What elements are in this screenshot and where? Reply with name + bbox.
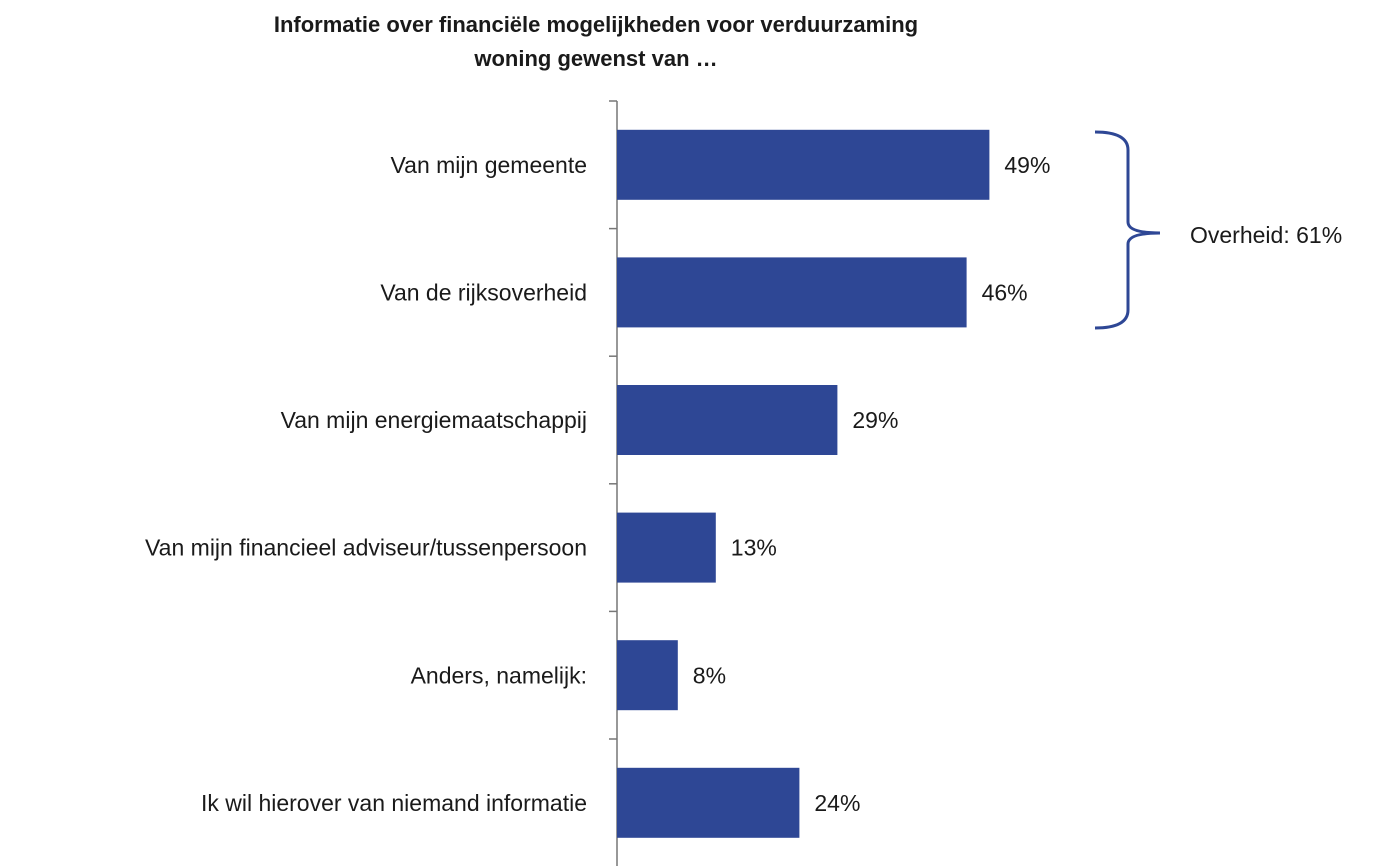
chart-title: woning gewenst van … (473, 46, 717, 71)
value-label: 24% (814, 790, 860, 816)
bar (617, 385, 838, 455)
bar (617, 640, 678, 711)
bar (617, 129, 990, 200)
category-label: Van mijn financieel adviseur/tussenperso… (145, 535, 587, 561)
value-label: 13% (731, 535, 777, 561)
category-label: Ik wil hierover van niemand informatie (201, 790, 587, 816)
bar (617, 767, 800, 838)
bracket (1094, 130, 1161, 330)
category-label: Anders, namelijk: (411, 662, 587, 688)
bar (617, 512, 716, 583)
value-label: 8% (693, 662, 726, 688)
value-label: 29% (852, 407, 898, 433)
value-label: 49% (1004, 152, 1050, 178)
category-label: Van mijn gemeente (391, 152, 587, 178)
category-label: Van de rijksoverheid (380, 279, 587, 305)
chart-title: Informatie over financiële mogelijkheden… (274, 12, 918, 37)
bar (617, 257, 967, 328)
category-label: Van mijn energiemaatschappij (281, 407, 587, 433)
value-label: 46% (982, 279, 1028, 305)
annotation: Overheid: 61% (1190, 222, 1342, 248)
